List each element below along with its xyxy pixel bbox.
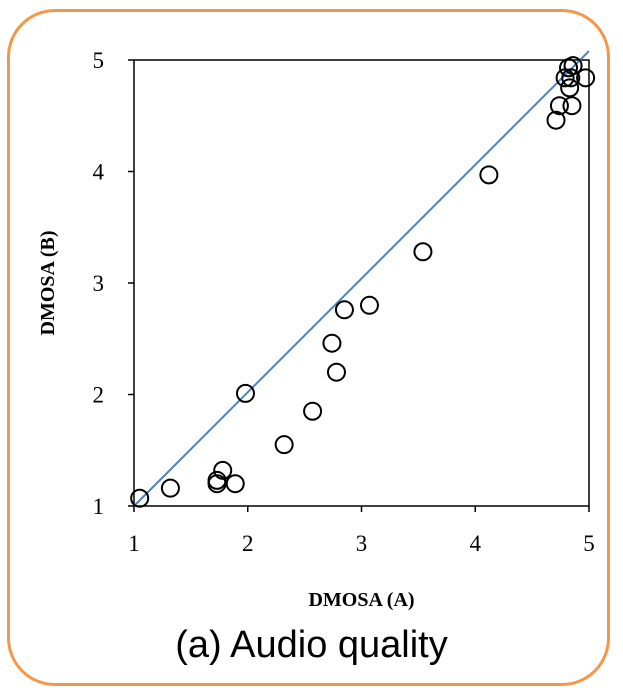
y-tick-label: 2	[93, 383, 105, 408]
data-point	[560, 78, 580, 98]
scatter-chart: 1 2 3 4 5 1 2 3 4 5 DMOSA (A) DMOSA (B)	[37, 48, 596, 611]
x-tick-label: 5	[583, 531, 595, 556]
data-point	[160, 478, 180, 498]
fit-line-group	[133, 50, 590, 507]
y-tick-label: 5	[93, 48, 105, 73]
data-point	[235, 383, 255, 403]
x-tick-label: 3	[356, 531, 368, 556]
y-axis-title: DMOSA (B)	[37, 231, 59, 336]
data-point	[549, 96, 569, 116]
y-tick-label: 1	[93, 494, 105, 519]
data-point	[207, 470, 227, 490]
x-axis-title: DMOSA (A)	[308, 589, 414, 611]
data-point	[413, 242, 433, 262]
data-point	[274, 435, 294, 455]
data-point	[561, 68, 581, 88]
figure-caption: (a) Audio quality	[175, 624, 448, 666]
data-point	[225, 474, 245, 494]
data-point	[359, 295, 379, 315]
y-tick-label: 4	[93, 160, 105, 185]
data-point	[546, 110, 566, 130]
data-point	[479, 165, 499, 185]
data-point	[303, 401, 323, 421]
x-tick-label: 1	[128, 531, 140, 556]
data-point	[562, 96, 582, 116]
y-tick-label: 3	[93, 271, 105, 296]
data-point	[563, 56, 583, 76]
data-point	[326, 362, 346, 382]
fit-line	[133, 50, 590, 507]
rounded-frame	[7, 9, 610, 686]
data-point	[576, 68, 596, 88]
data-point	[334, 300, 354, 320]
axis-ticks: 1 2 3 4 5 1 2 3 4 5	[93, 48, 595, 556]
data-points	[130, 56, 596, 508]
x-tick-label: 2	[242, 531, 254, 556]
data-point	[213, 460, 233, 480]
x-tick-label: 4	[470, 531, 482, 556]
data-point	[322, 333, 342, 353]
data-point	[130, 488, 150, 508]
